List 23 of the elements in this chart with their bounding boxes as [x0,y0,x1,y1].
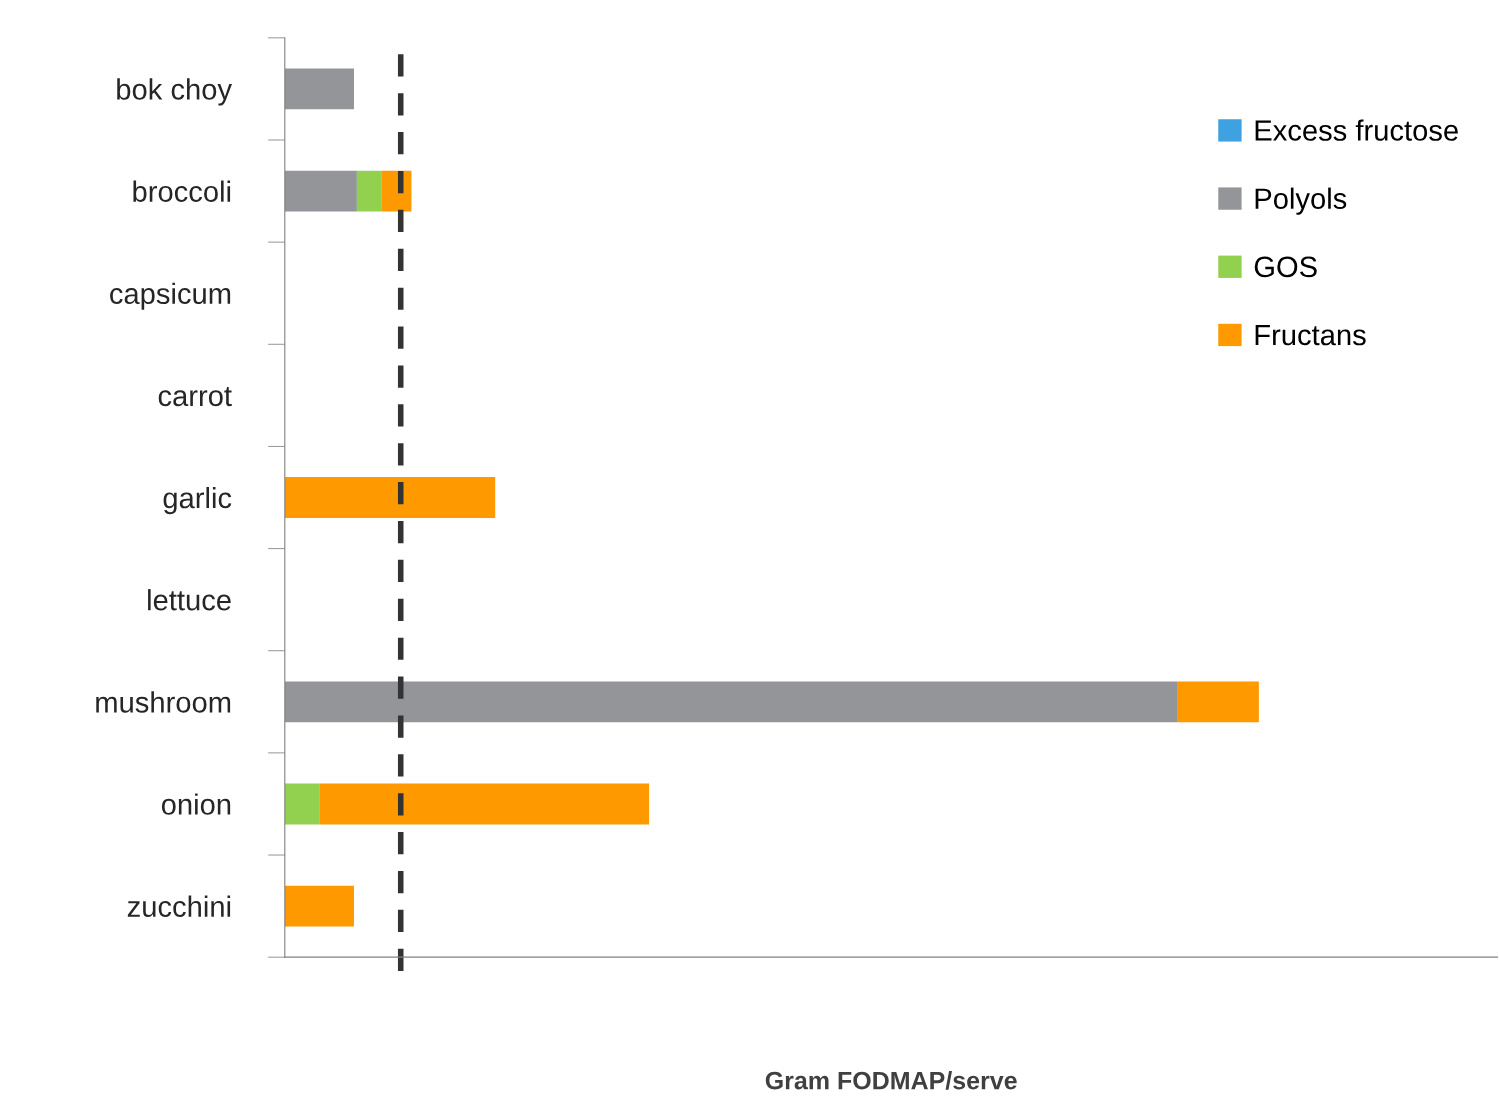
y-tick-label: zucchini [127,895,231,917]
bar [319,783,650,825]
y-tick-label: lettuce [148,589,231,611]
y-tick-label: onion [161,793,231,815]
bar [284,477,496,518]
y-tick-label: bok choy [117,78,232,106]
bar [356,170,382,212]
bar [284,885,354,927]
legend-label: Fructans [1255,325,1366,346]
bar [284,783,320,825]
y-tick-label: garlic [163,486,232,515]
legend-label: Polyols [1255,187,1347,215]
x-axis-title: Gram FODMAP/serve [765,1071,1017,1090]
y-tick-label: carrot [158,387,232,407]
y-tick-label: capsicum [110,282,231,310]
legend-label: GOS [1254,256,1317,278]
bar [284,681,1178,723]
bar [284,68,354,110]
y-tick-label: broccoli [133,180,231,202]
y-tick-label: mushroom [96,691,231,713]
bar [284,170,357,212]
bar [1177,681,1259,723]
legend-label: Excess fructose [1255,119,1458,141]
